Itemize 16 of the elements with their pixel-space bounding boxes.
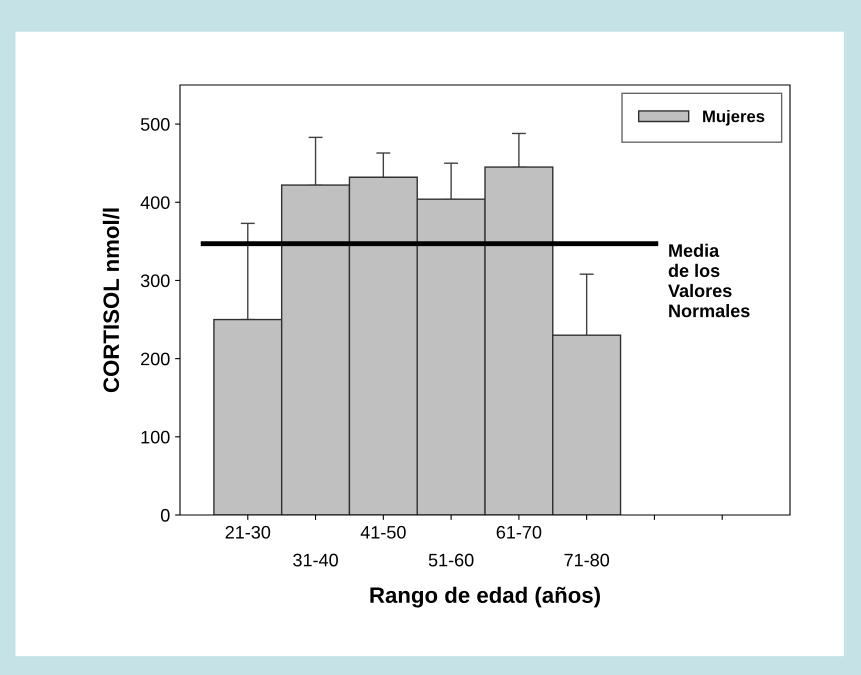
y-tick-label: 200 xyxy=(141,352,170,366)
x-axis-title: Rango de edad (años) xyxy=(370,586,600,608)
y-tick-label: 500 xyxy=(140,118,170,131)
x-tick-label: 31-40 xyxy=(293,554,338,566)
legend-label: Mujeres xyxy=(703,110,764,126)
y-tick-label: 0 xyxy=(160,508,170,522)
y-tick-label: 300 xyxy=(140,274,170,288)
y-tick-label: 100 xyxy=(142,430,170,444)
ref-line-label: Media de los Valores Normales xyxy=(668,244,750,318)
x-tick-label: 71-80 xyxy=(564,554,610,566)
x-tick-label: 61-70 xyxy=(496,526,542,539)
x-tick-label: 51-60 xyxy=(428,554,474,566)
y-tick-label: 400 xyxy=(140,196,170,209)
x-tick-label: 21-30 xyxy=(226,526,270,539)
y-axis-title: CORTISOL nmol/l xyxy=(102,208,120,392)
x-tick-label: 41-50 xyxy=(360,526,406,539)
